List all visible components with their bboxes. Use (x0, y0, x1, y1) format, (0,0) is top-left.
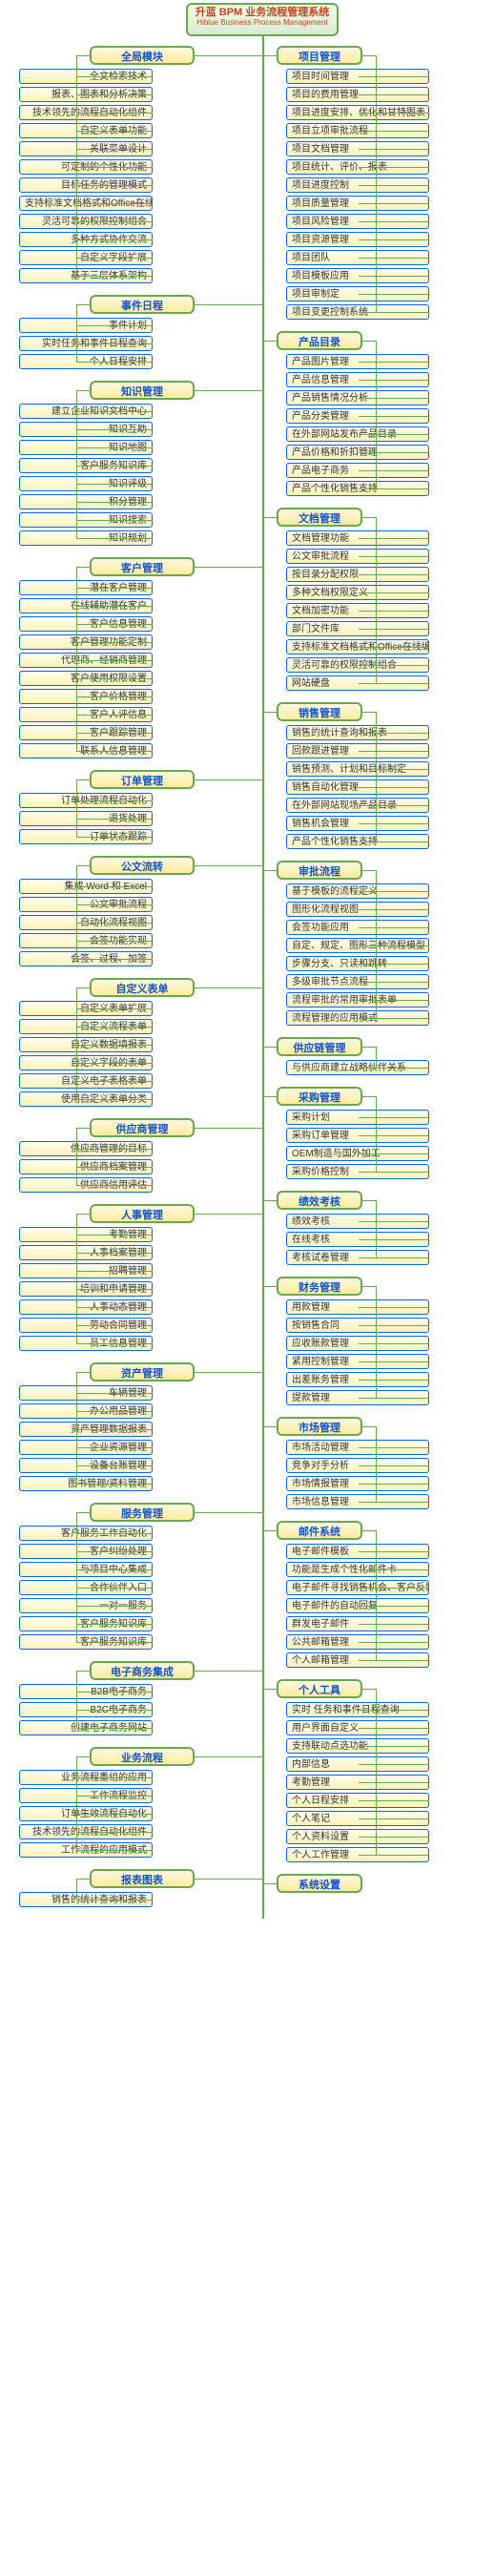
header-box: 升蓝 BPM 业务流程管理系统Hiblue Business Process M… (186, 3, 339, 36)
left-group-6[interactable]: 自定义表单 (90, 978, 195, 997)
left-group-8[interactable]: 人事管理 (90, 1204, 195, 1223)
left-group-11[interactable]: 电子商务集成 (90, 1661, 195, 1680)
right-group-9[interactable]: 市场管理 (277, 1417, 362, 1436)
right-group-3[interactable]: 销售管理 (277, 702, 362, 721)
right-group-2[interactable]: 文档管理 (277, 508, 362, 527)
left-group-2[interactable]: 知识管理 (90, 381, 195, 400)
right-group-0[interactable]: 项目管理 (277, 46, 362, 65)
right-group-8[interactable]: 财务管理 (277, 1277, 362, 1296)
right-group-10[interactable]: 邮件系统 (277, 1521, 362, 1540)
right-group-1[interactable]: 产品目录 (277, 331, 362, 350)
right-group-5[interactable]: 供应链管理 (277, 1037, 362, 1056)
left-group-10[interactable]: 服务管理 (90, 1503, 195, 1522)
main-trunk (262, 36, 264, 1919)
left-group-0[interactable]: 全局模块 (90, 46, 195, 65)
header-subtitle: Hiblue Business Process Management (188, 19, 337, 28)
right-group-6[interactable]: 采购管理 (277, 1087, 362, 1106)
left-group-9[interactable]: 资产管理 (90, 1362, 195, 1381)
left-group-5[interactable]: 公文流转 (90, 856, 195, 875)
right-group-11[interactable]: 个人工具 (277, 1679, 362, 1698)
right-group-7[interactable]: 绩效考核 (277, 1191, 362, 1210)
left-group-7[interactable]: 供应商管理 (90, 1118, 195, 1137)
left-group-4[interactable]: 订单管理 (90, 770, 195, 789)
right-group-4[interactable]: 审批流程 (277, 861, 362, 880)
left-group-12[interactable]: 业务流程 (90, 1747, 195, 1766)
left-group-1[interactable]: 事件日程 (90, 295, 195, 314)
right-group-12[interactable]: 系统设置 (277, 1874, 362, 1893)
left-group-3[interactable]: 客户管理 (90, 557, 195, 576)
left-group-13[interactable]: 报表图表 (90, 1869, 195, 1888)
